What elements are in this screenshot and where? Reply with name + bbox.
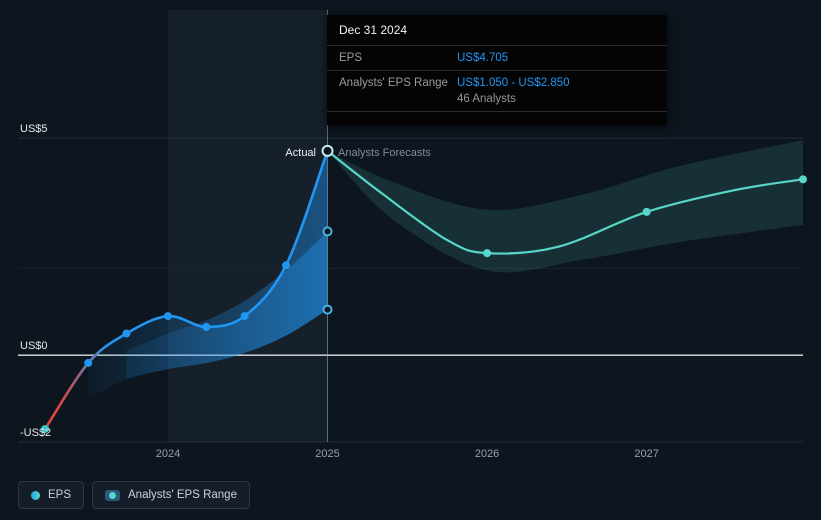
tooltip-eps-label: EPS [339, 52, 363, 64]
tooltip-analyst-count: 46 Analysts [457, 93, 516, 105]
tooltip-eps-value: US$4.705 [457, 52, 509, 64]
legend-eps-range-toggle[interactable]: Analysts' EPS Range [92, 481, 250, 509]
selected-eps-point[interactable] [321, 144, 334, 157]
tooltip-range-row: Analysts' EPS Range US$1.050 - US$2.850 … [327, 70, 667, 111]
forecast-data-point[interactable] [483, 249, 492, 258]
eps-data-point[interactable] [122, 329, 131, 338]
chart-legend: EPS Analysts' EPS Range [18, 481, 250, 509]
forecast-data-point[interactable] [642, 207, 651, 216]
tooltip-date: Dec 31 2024 [339, 23, 408, 37]
tooltip-range-value: US$1.050 - US$2.850 [457, 77, 570, 89]
eps-start-dot[interactable] [41, 424, 50, 433]
tooltip: Dec 31 2024 EPS US$4.705 Analysts' EPS R… [327, 15, 667, 125]
legend-eps-label: EPS [48, 489, 72, 501]
tooltip-range-label: Analysts' EPS Range [339, 77, 448, 89]
legend-eps-toggle[interactable]: EPS [18, 481, 85, 509]
tooltip-footer [327, 111, 667, 125]
selected-range-point[interactable] [322, 304, 333, 315]
eps-data-point[interactable] [240, 312, 249, 321]
range-band-icon [105, 489, 121, 501]
forecast-label: Analysts Forecasts [338, 147, 431, 159]
eps-forecast-line [326, 149, 805, 255]
analysts-range-actual-inner [126, 231, 328, 379]
eps-data-point[interactable] [163, 312, 172, 321]
eps-dot-icon [31, 490, 40, 500]
actual-label: Actual [285, 147, 316, 159]
eps-data-point[interactable] [84, 358, 93, 367]
forecast-data-point[interactable] [799, 175, 807, 184]
eps-data-point[interactable] [202, 322, 211, 331]
eps-data-point[interactable] [282, 261, 291, 270]
tooltip-eps-row: EPS US$4.705 [327, 45, 667, 70]
legend-eps-range-label: Analysts' EPS Range [128, 489, 237, 501]
selected-range-point[interactable] [322, 226, 333, 237]
